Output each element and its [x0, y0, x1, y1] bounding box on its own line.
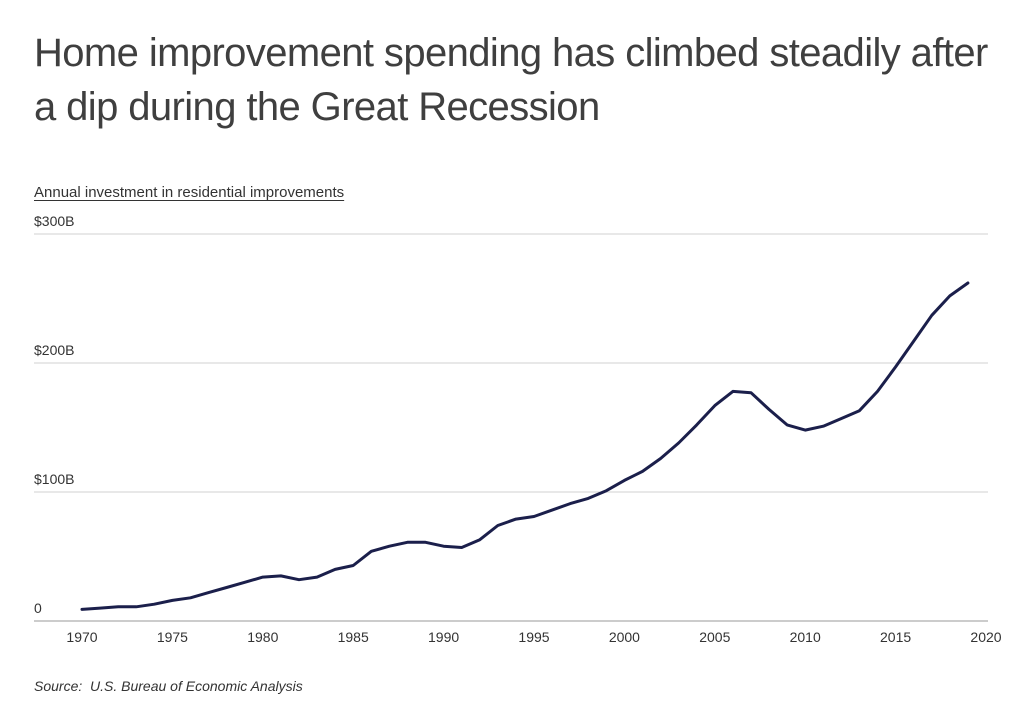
y-tick-label: $200B: [34, 342, 74, 358]
x-tick-label: 2000: [609, 629, 640, 645]
x-tick-label: 1970: [66, 629, 97, 645]
x-tick-label: 2020: [970, 629, 1001, 645]
y-tick-label: 0: [34, 600, 42, 616]
series: [80, 281, 970, 611]
x-axis-ticks: 1970 1975 1980 1985 1990 1995 2000 2005 2010 2015…: [66, 629, 1001, 645]
chart-subtitle: Annual investment in residential improve…: [34, 184, 345, 201]
chart-title: Home improvement spending has climbed st…: [34, 31, 988, 129]
x-tick-label: 2015: [880, 629, 911, 645]
x-tick-label: 1985: [338, 629, 369, 645]
series-line: [80, 281, 970, 611]
x-tick-label: 1980: [247, 629, 278, 645]
gridlines: [34, 233, 988, 622]
y-axis-ticks: 0 $100B $200B $300B: [34, 213, 74, 616]
source-note: Source: U.S. Bureau of Economic Analysis: [34, 678, 303, 694]
x-tick-label: 1995: [518, 629, 549, 645]
x-tick-label: 2010: [790, 629, 821, 645]
x-tick-label: 1990: [428, 629, 459, 645]
y-tick-label: $300B: [34, 213, 74, 229]
x-tick-label: 1975: [157, 629, 188, 645]
x-tick-label: 2005: [699, 629, 730, 645]
y-tick-label: $100B: [34, 471, 74, 487]
